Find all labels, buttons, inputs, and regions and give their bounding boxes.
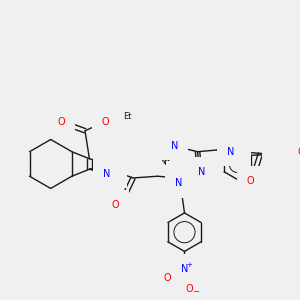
- Text: N: N: [103, 169, 111, 178]
- Text: O: O: [101, 117, 109, 127]
- Text: O: O: [58, 117, 65, 127]
- Text: −: −: [192, 287, 199, 296]
- Text: O: O: [298, 147, 300, 157]
- Text: O: O: [163, 273, 171, 283]
- Text: N: N: [171, 141, 178, 151]
- Text: S: S: [176, 171, 182, 181]
- Text: H: H: [234, 147, 242, 157]
- Text: N: N: [198, 167, 206, 177]
- Text: O: O: [185, 284, 193, 294]
- Text: N: N: [181, 264, 188, 274]
- Text: H: H: [110, 169, 118, 178]
- Text: +: +: [186, 262, 192, 268]
- Text: N: N: [175, 178, 182, 188]
- Text: S: S: [107, 161, 113, 171]
- Text: Et: Et: [124, 112, 132, 121]
- Text: N: N: [227, 147, 235, 157]
- Text: O: O: [112, 200, 119, 210]
- Text: O: O: [246, 176, 254, 186]
